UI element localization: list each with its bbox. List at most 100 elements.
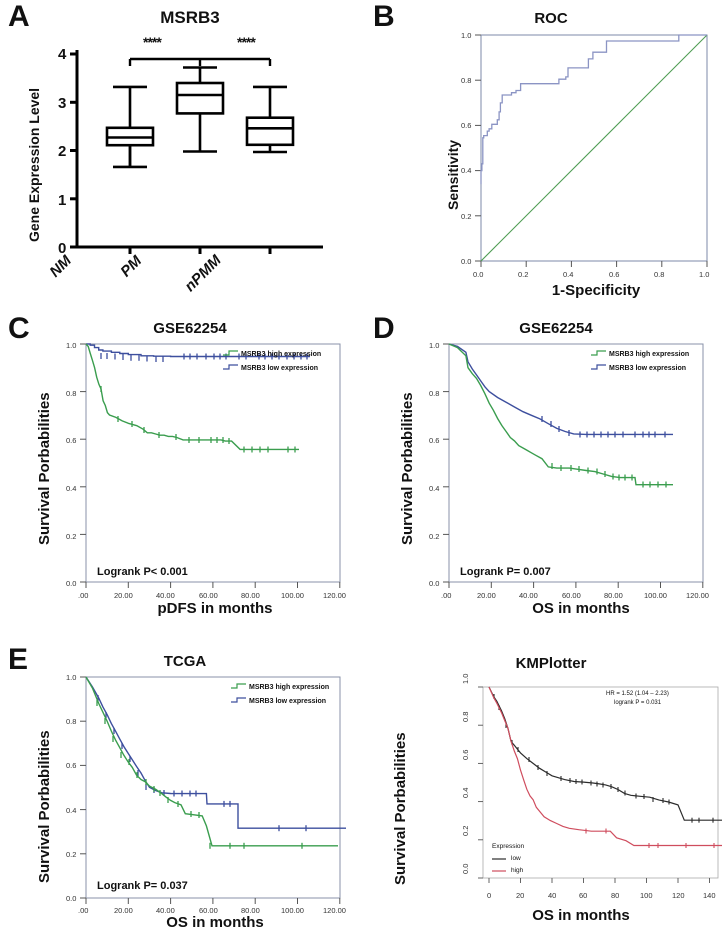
panel-kmplotter-plot	[478, 686, 722, 883]
panel-c-letter: C	[8, 312, 30, 345]
panel-e-xtick-0: .00	[78, 906, 89, 915]
panel-a-ylabel: Gene Expression Level	[26, 87, 42, 242]
panel-c-xtick-4: 80.00	[241, 591, 260, 600]
panel-e-xtick-6: 120.00	[323, 906, 346, 915]
km-high-censor-marks	[551, 463, 667, 488]
panel-e-ytick-4: 0.8	[66, 717, 77, 726]
panel-b: B ROC Sensitivity 0.0 0.2 0.4 0.6 0.8	[361, 0, 722, 310]
panel-a-ytick-3: 3	[58, 95, 67, 112]
km-low-censor-marks	[100, 353, 308, 362]
panel-c-xtick-3: 60.00	[199, 591, 218, 600]
panel-kmplotter-ytick-3: 0.6	[461, 749, 470, 760]
panel-c-ytick-0: 0.0	[66, 579, 77, 588]
panel-e-legend-high: MSRB3 high expression	[249, 684, 330, 691]
panel-kmplotter-xtick-6: 120	[672, 891, 685, 900]
panel-kmplotter-ytick-5: 1.0	[461, 673, 470, 684]
panel-a: A MSRB3 Gene Expression Level	[0, 0, 361, 310]
panel-c-ytick-2: 0.4	[66, 484, 77, 493]
panel-a-ytick-1: 1	[58, 192, 67, 209]
panel-a-letter: A	[8, 0, 30, 33]
panel-c-xtick-6: 120.00	[323, 591, 346, 600]
km-high-curve	[488, 686, 722, 847]
panel-d-stat: Logrank P= 0.007	[460, 566, 551, 578]
km-high-censor-marks	[96, 700, 303, 849]
panel-b-xtick-3: 0.6	[609, 270, 620, 279]
panel-b-xtick-2: 0.4	[563, 270, 574, 279]
panel-a-sig-1: ****	[143, 34, 162, 50]
panel-d-title: GSE62254	[519, 320, 593, 337]
panel-e-plot	[80, 676, 346, 904]
panel-e: E TCGA Survival Porbabilities	[0, 615, 361, 931]
panel-d-legend-low: MSRB3 low expression	[609, 365, 687, 372]
panel-d-xtick-2: 40.00	[519, 591, 538, 600]
panel-c-legend-high: MSRB3 high expression	[241, 351, 322, 358]
significance-bracket-1	[128, 57, 202, 66]
panel-e-xtick-4: 80.00	[241, 906, 260, 915]
panel-c-xtick-0: .00	[78, 591, 89, 600]
panel-kmplotter-ytick-4: 0.8	[461, 711, 470, 722]
panel-b-ytick-3: 0.6	[461, 121, 472, 130]
panel-a-ytick-2: 2	[58, 143, 67, 160]
panel-b-letter: B	[373, 0, 395, 33]
panel-kmplotter-legend-marks	[492, 858, 506, 872]
panel-b-xtick-0: 0.0	[473, 270, 484, 279]
panel-e-legend-low: MSRB3 low expression	[249, 698, 327, 705]
km-high-censor-marks	[100, 386, 296, 453]
panel-c-ylabel: Survival Porbabilities	[36, 392, 53, 545]
km-high-censor-marks	[585, 828, 715, 848]
panel-b-ytick-0: 0.0	[461, 257, 472, 266]
panel-kmplotter-ytick-2: 0.4	[461, 787, 470, 798]
panel-kmplotter-title: KMPlotter	[515, 655, 587, 672]
panel-a-title: MSRB3	[160, 8, 220, 27]
panel-kmplotter-xlabel: OS in months	[532, 907, 630, 924]
panel-c-ytick-1: 0.2	[66, 532, 77, 541]
panel-d-ytick-5: 1.0	[429, 341, 440, 350]
panel-c-stat: Logrank P< 0.001	[97, 566, 188, 578]
panel-kmplotter-legend-low: low	[511, 855, 521, 862]
panel-d-ytick-3: 0.6	[429, 436, 440, 445]
panel-kmplotter-logrank: logrank P = 0.031	[614, 700, 662, 706]
panel-e-ytick-3: 0.6	[66, 761, 77, 770]
panel-d-ytick-2: 0.4	[429, 484, 440, 493]
panel-kmplotter-xtick-3: 60	[579, 891, 588, 900]
panel-d-legend-high: MSRB3 high expression	[609, 351, 690, 358]
panel-a-sig-2: ****	[237, 34, 256, 50]
panel-kmplotter-legend-high: high	[511, 867, 524, 874]
panel-d-xtick-0: .00	[441, 591, 452, 600]
panel-c-ytick-3: 0.6	[66, 436, 77, 445]
panel-kmplotter-xtick-4: 80	[611, 891, 620, 900]
panel-b-plot	[475, 34, 708, 267]
panel-e-ylabel: Survival Porbabilities	[36, 730, 53, 883]
panel-a-ytick-4: 4	[58, 46, 67, 63]
panel-c-ytick-5: 1.0	[66, 341, 77, 350]
panel-e-ytick-5: 1.0	[66, 673, 77, 682]
panel-b-ylabel: Sensitivity	[445, 139, 461, 210]
panel-kmplotter-xtick-5: 100	[640, 891, 653, 900]
panel-d-xtick-1: 20.00	[477, 591, 496, 600]
panel-a-ytick-0: 0	[58, 240, 67, 257]
panel-d-xlabel: OS in months	[532, 600, 630, 617]
panel-d-ytick-4: 0.8	[429, 389, 440, 398]
panel-kmplotter-xtick-1: 20	[516, 891, 525, 900]
panel-d-ytick-1: 0.2	[429, 532, 440, 541]
panel-kmplotter-xtick-2: 40	[548, 891, 557, 900]
panel-c-xtick-2: 40.00	[156, 591, 175, 600]
km-low-censor-marks	[493, 694, 714, 823]
panel-e-letter: E	[8, 643, 29, 676]
panel-b-title: ROC	[534, 10, 568, 27]
panel-e-ytick-2: 0.4	[66, 806, 77, 815]
roc-reference-line	[480, 34, 708, 262]
panel-b-ytick-1: 0.2	[461, 212, 472, 221]
panel-kmplotter-ytick-1: 0.2	[461, 825, 470, 836]
panel-e-ytick-1: 0.2	[66, 850, 77, 859]
panel-kmplotter: KMPlotter Survival Porbabilities	[361, 615, 722, 927]
panel-e-legend-marks	[231, 683, 246, 703]
panel-e-xtick-2: 40.00	[156, 906, 175, 915]
panel-c-legend-marks	[223, 350, 238, 370]
panel-d-ylabel: Survival Porbabilities	[399, 392, 416, 545]
panel-d: D GSE62254 Survival Porbabilities	[361, 310, 722, 618]
roc-curve	[480, 34, 707, 185]
km-high-curve	[448, 343, 673, 486]
panel-c-title: GSE62254	[153, 320, 227, 337]
panel-e-xtick-3: 60.00	[199, 906, 218, 915]
